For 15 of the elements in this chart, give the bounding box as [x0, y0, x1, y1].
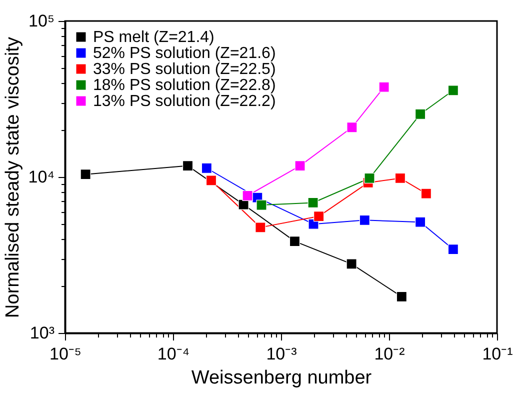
x-axis-title: Weissenberg number	[191, 368, 372, 388]
y-tick-label: 10⁴	[28, 168, 54, 186]
legend-label: 52% PS solution (Z=21.6)	[93, 45, 276, 62]
y-tick-label: 10³	[30, 324, 55, 342]
x-tick-label: 10⁻¹	[482, 344, 514, 364]
legend-label: 18% PS solution (Z=22.8)	[93, 77, 276, 94]
x-tick-label: 10⁻³	[266, 344, 298, 364]
legend-label: 33% PS solution (Z=22.5)	[93, 61, 276, 78]
legend-label: 13% PS solution (Z=22.2)	[93, 93, 276, 110]
legend-label: PS melt (Z=21.4)	[93, 29, 214, 46]
y-axis-title: Normalised steady state viscosity	[2, 36, 24, 318]
x-tick-label: 10⁻⁴	[157, 344, 190, 364]
x-tick-label: 10⁻⁵	[50, 344, 82, 364]
y-tick-label: 10⁵	[28, 12, 54, 30]
x-tick-label: 10⁻²	[374, 344, 406, 364]
